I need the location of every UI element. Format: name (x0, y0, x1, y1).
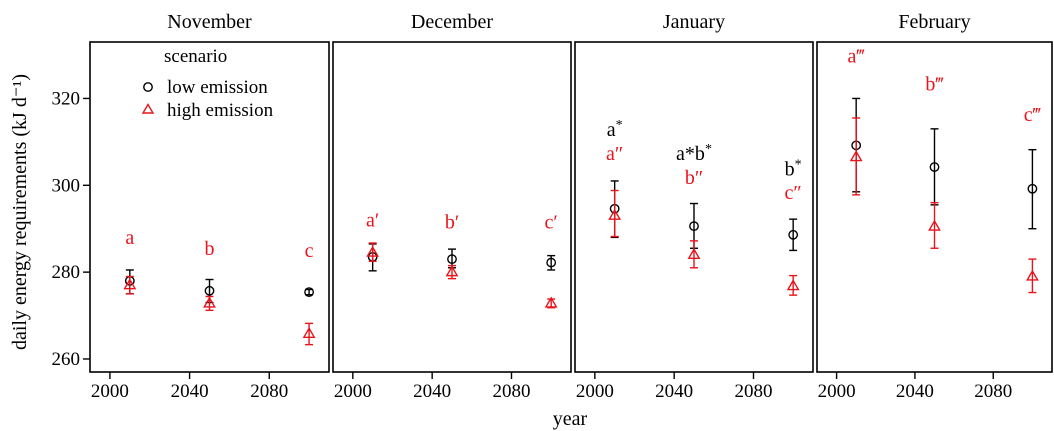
x-tick-label: 2040 (655, 381, 693, 402)
panel-title-november: November (167, 11, 252, 33)
data-point-high-emission (544, 296, 558, 308)
data-point-high-emission (123, 278, 137, 290)
significance-label: a′ (366, 210, 379, 232)
data-point-high-emission (608, 208, 622, 220)
data-point-low-emission (546, 257, 557, 268)
data-point-low-emission (304, 287, 314, 298)
panel-title-february: February (898, 11, 970, 33)
significance-superscript: * (705, 142, 712, 157)
significance-label: a*b* (676, 142, 712, 165)
data-point-high-emission (366, 245, 380, 257)
significance-label: c (305, 240, 314, 262)
series-low-emission (609, 180, 799, 252)
data-point-low-emission (929, 162, 940, 172)
y-tick-label: 260 (52, 349, 81, 370)
data-point-high-emission (302, 326, 316, 338)
y-tick-label: 300 (52, 175, 81, 196)
x-tick-label: 2080 (735, 381, 773, 402)
data-point-low-emission (788, 229, 799, 240)
significance-label: a* (607, 118, 623, 141)
series-low-emission (124, 269, 314, 304)
data-point-high-emission (849, 150, 863, 162)
panel-title-december: December (411, 11, 494, 33)
series-high-emission (849, 117, 1039, 294)
significance-label: c′ (545, 212, 558, 234)
data-point-high-emission (445, 265, 459, 277)
panel-frame (574, 41, 814, 373)
x-tick-label: 2000 (818, 381, 856, 402)
data-point-low-emission (447, 254, 457, 265)
significance-label: b* (785, 158, 802, 181)
panel-title-january: January (663, 11, 725, 33)
chart-panels: November 2000 2040 2080 260 280 300 320 a b c Decem… (52, 11, 1053, 402)
data-point-low-emission (689, 221, 699, 232)
panel-frame (816, 41, 1053, 373)
legend-label-low-emission: low emission (167, 77, 268, 98)
legend-marker-high-emission (141, 103, 155, 114)
significance-label: a″ (606, 143, 623, 165)
data-point-high-emission (786, 279, 800, 291)
y-tick-label: 280 (52, 262, 81, 283)
series-high-emission (608, 189, 800, 296)
x-tick-label: 2080 (974, 381, 1012, 402)
series-high-emission (123, 275, 316, 346)
significance-label: b‴ (925, 74, 944, 96)
panel-november: November 2000 2040 2080 260 280 300 320 a b c (52, 11, 330, 402)
x-tick-label: 2000 (334, 381, 372, 402)
significance-superscript: * (795, 158, 802, 173)
significance-superscript: * (616, 118, 623, 133)
panel-frame (89, 41, 330, 373)
series-high-emission (366, 242, 558, 309)
significance-label: b (205, 238, 215, 260)
data-point-high-emission (928, 219, 941, 231)
legend-marker-low-emission (143, 82, 153, 92)
x-tick-label: 2040 (413, 381, 451, 402)
data-point-high-emission (1026, 269, 1039, 281)
x-tick-label: 2000 (91, 381, 129, 402)
data-point-high-emission (203, 296, 216, 308)
significance-label: c‴ (1024, 104, 1042, 126)
x-tick-label: 2000 (576, 381, 614, 402)
data-point-low-emission (1027, 183, 1038, 194)
significance-label: a (125, 227, 134, 249)
significance-label: a‴ (848, 45, 866, 67)
legend-title: scenario (164, 46, 227, 67)
series-low-emission (851, 97, 1038, 230)
legend: scenario low emission high emission (141, 46, 274, 121)
x-tick-label: 2040 (171, 381, 209, 402)
data-point-high-emission (687, 247, 701, 259)
y-tick-label: 320 (52, 88, 81, 109)
significance-label: c″ (785, 182, 802, 204)
significance-label: b″ (685, 167, 703, 189)
panel-frame (332, 41, 572, 373)
panel-december: December 2000 2040 2080 a′ b′ c′ (332, 11, 572, 402)
x-tick-label: 2040 (896, 381, 934, 402)
significance-label: b′ (445, 212, 459, 234)
x-axis-label: year (553, 408, 588, 430)
x-tick-label: 2080 (493, 381, 531, 402)
legend-label-high-emission: high emission (167, 100, 274, 121)
data-point-low-emission (204, 285, 215, 296)
panel-january: January 2000 2040 2080 a*a″ a*b*b″ b*c″ (574, 11, 814, 402)
series-low-emission (367, 243, 557, 272)
y-axis-label: daily energy requirements (kJ d⁻¹) (9, 74, 31, 350)
panel-february: February 2000 2040 2080 a‴ b‴ c‴ (816, 11, 1053, 402)
x-tick-label: 2080 (250, 381, 288, 402)
